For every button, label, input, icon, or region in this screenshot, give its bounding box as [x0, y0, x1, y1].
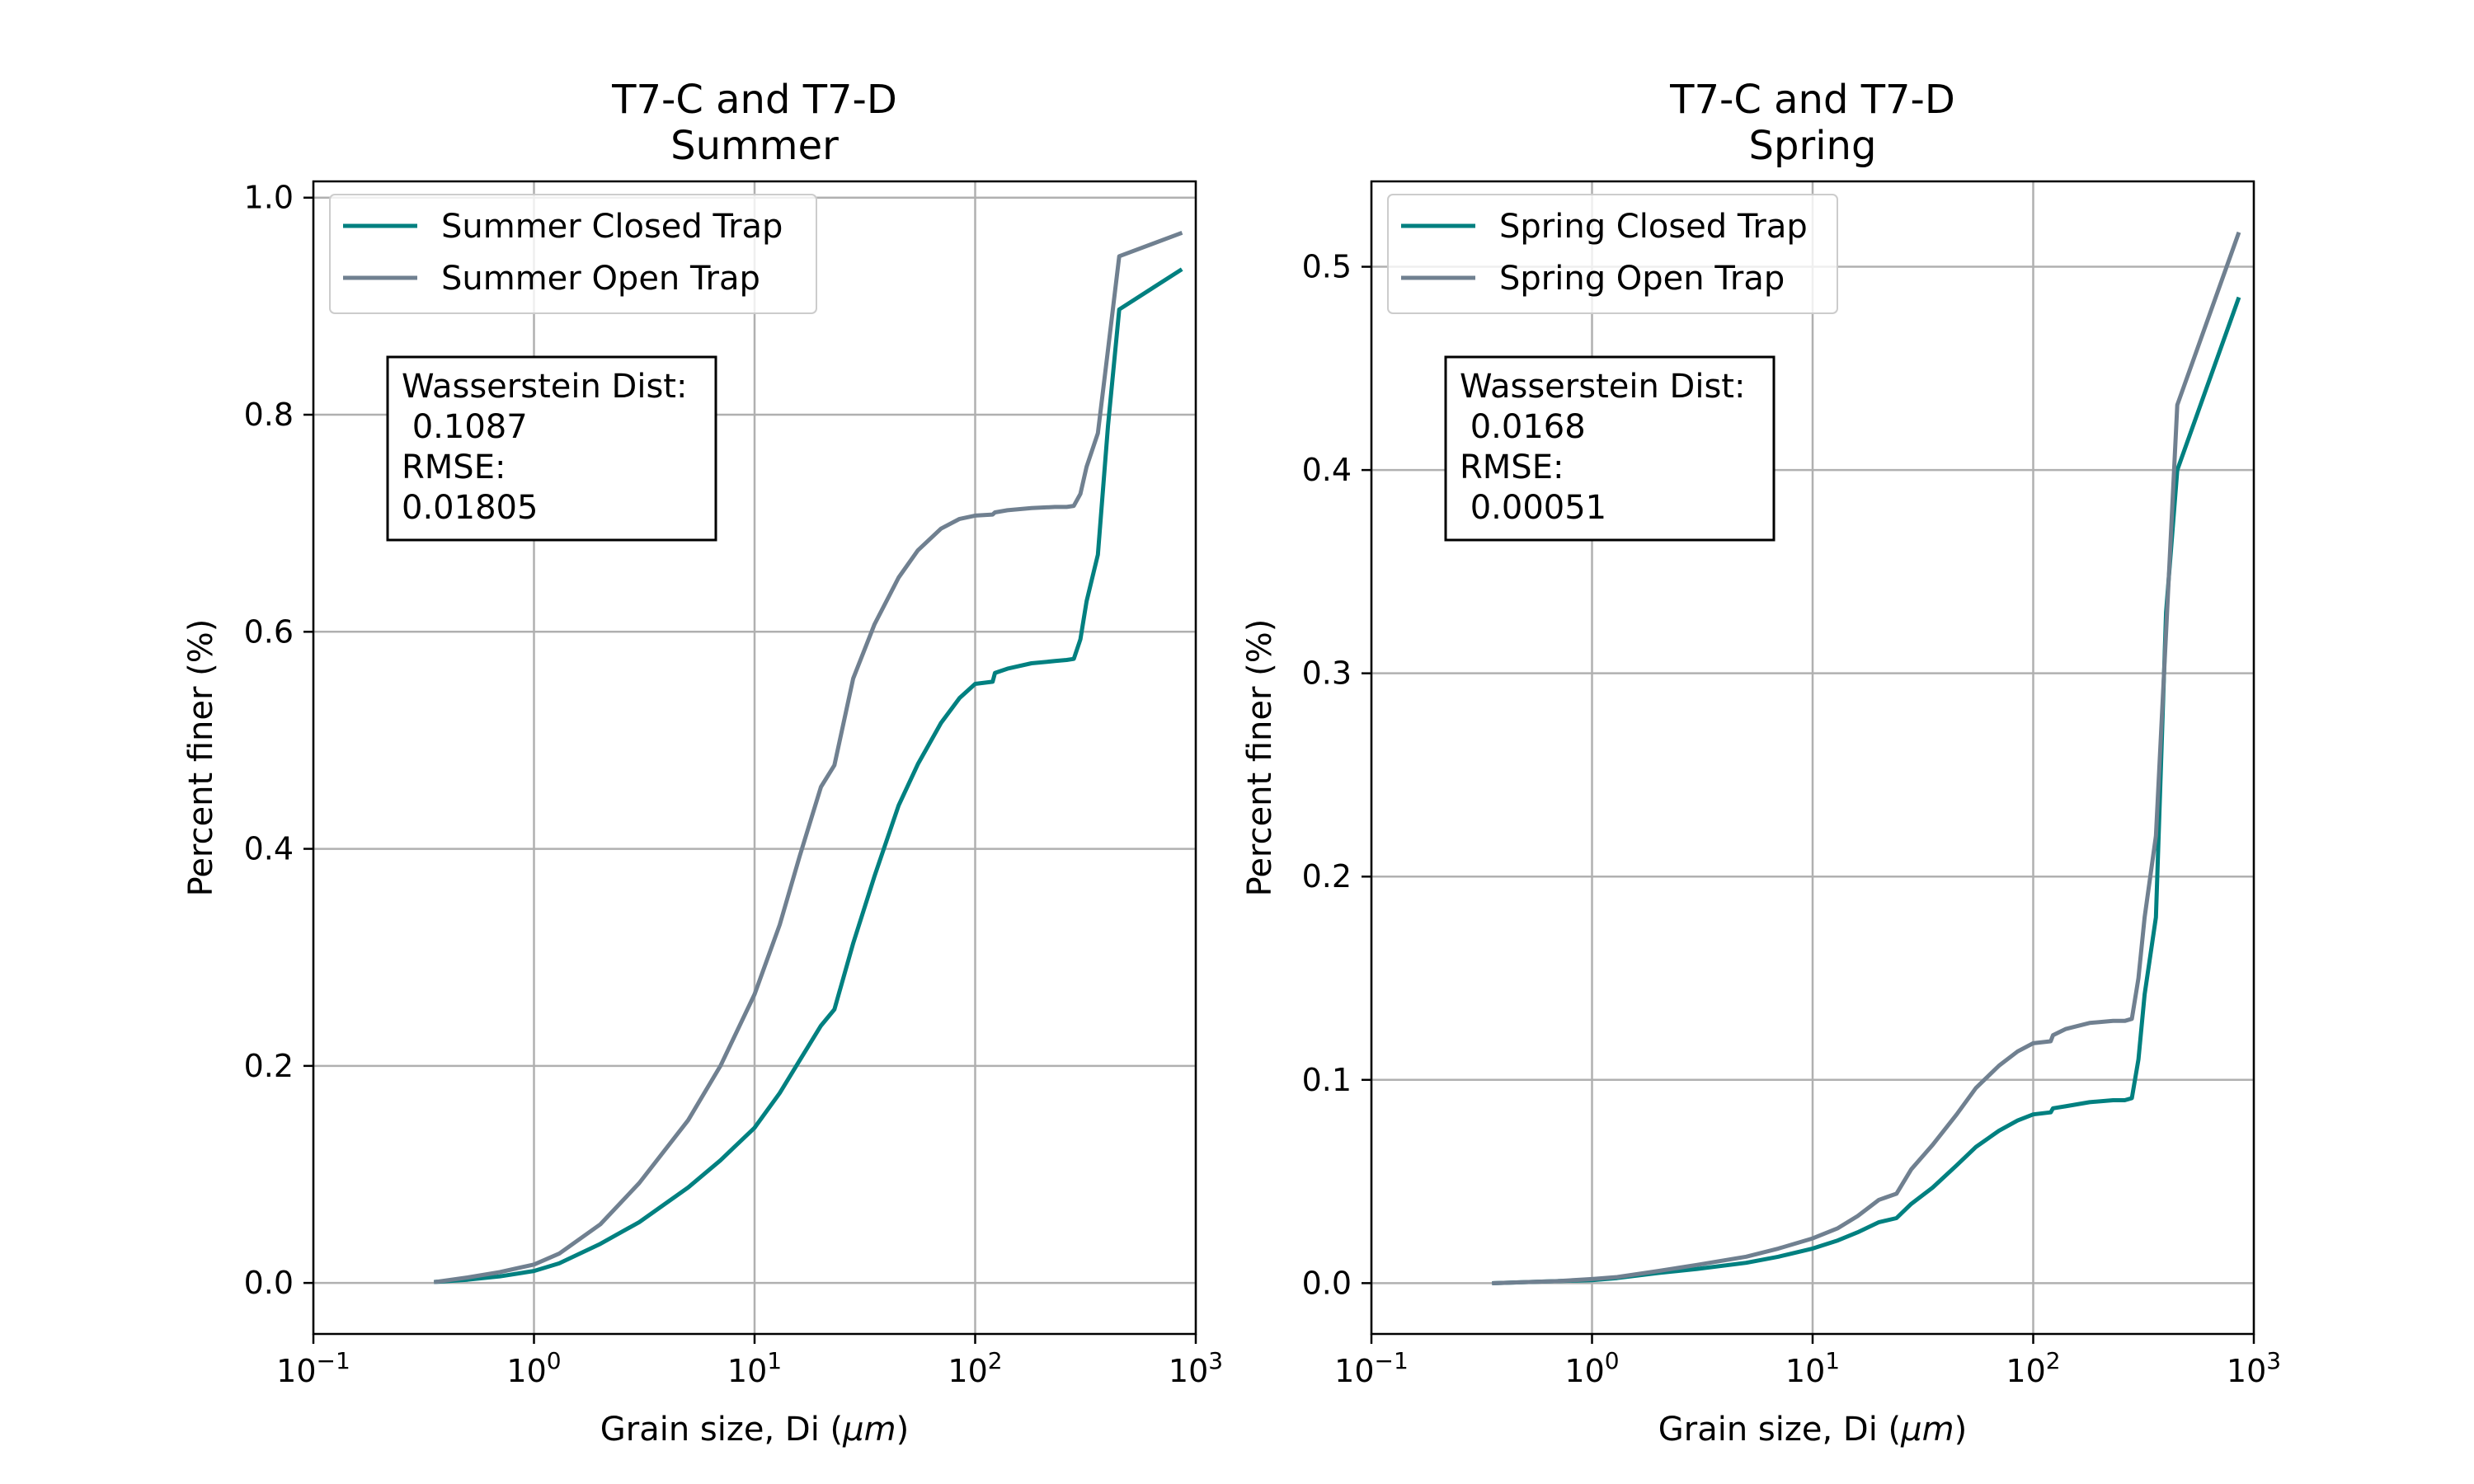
- y-tick-label: 0.0: [244, 1265, 294, 1301]
- wasserstein-value: 0.1087: [402, 408, 528, 446]
- legend-box: [1387, 194, 1838, 314]
- y-tick-label: 1.0: [244, 180, 294, 216]
- y-tick-label: 0.5: [1302, 249, 1352, 285]
- x-ticks: 10−1 100 101 102 103: [1334, 1334, 2281, 1389]
- legend: Summer Closed Trap Summer Open Trap: [329, 194, 817, 314]
- x-tick-label: 102: [2006, 1347, 2060, 1389]
- y-tick-label: 0.2: [244, 1048, 294, 1084]
- rmse-label: RMSE:: [402, 448, 506, 486]
- annotation-box: [1444, 355, 1776, 542]
- rmse-value: 0.01805: [402, 489, 538, 527]
- x-ticks: 10−1 100 101 102 103: [276, 1334, 1223, 1389]
- y-axis-label: Percent finer (%): [1241, 619, 1279, 897]
- y-tick-label: 0.4: [1302, 452, 1352, 488]
- wasserstein-label: Wasserstein Dist:: [402, 368, 687, 406]
- legend: Spring Closed Trap Spring Open Trap: [1387, 194, 1838, 314]
- series-line-spring-open-trap: [1492, 231, 2241, 1285]
- x-tick-label: 100: [1564, 1347, 1619, 1389]
- x-tick-label: 10−1: [1334, 1347, 1409, 1389]
- metrics-annotation: Wasserstein Dist: 0.0168 RMSE: 0.00051: [1444, 355, 1776, 542]
- chart-spring: T7-C and T7-D Spring 10−1 100 101 102 103 0.…: [1241, 77, 2281, 1449]
- legend-label-spring-closed: Spring Closed Trap: [1499, 208, 1808, 246]
- y-ticks: 0.0 0.2 0.4 0.6 0.8 1.0: [244, 180, 313, 1301]
- x-tick-label: 103: [1169, 1347, 1223, 1389]
- legend-label-spring-open: Spring Open Trap: [1499, 260, 1785, 298]
- wasserstein-value: 0.0168: [1460, 408, 1586, 446]
- series-line-summer-open-trap: [433, 230, 1183, 1284]
- y-tick-label: 0.2: [1302, 858, 1352, 895]
- x-axis-label: Grain size, Di (μm): [1658, 1411, 1967, 1449]
- y-ticks: 0.0 0.1 0.2 0.3 0.4 0.5: [1302, 249, 1371, 1301]
- rmse-label: RMSE:: [1460, 448, 1564, 486]
- x-tick-label: 100: [506, 1347, 561, 1389]
- x-tick-label: 103: [2227, 1347, 2281, 1389]
- y-tick-label: 0.8: [244, 397, 294, 433]
- x-tick-label: 101: [727, 1347, 782, 1389]
- y-tick-label: 0.3: [1302, 655, 1352, 692]
- y-tick-label: 0.1: [1302, 1062, 1352, 1098]
- chart-subtitle: Summer: [670, 123, 839, 169]
- y-axis-label: Percent finer (%): [182, 619, 220, 897]
- wasserstein-label: Wasserstein Dist:: [1460, 368, 1745, 406]
- x-axis-label: Grain size, Di (μm): [600, 1411, 909, 1449]
- annotation-box: [386, 355, 717, 542]
- y-tick-label: 0.0: [1302, 1265, 1352, 1301]
- chart-summer: T7-C and T7-D Summer 10−1 100 101 102 103 0.…: [182, 77, 1223, 1449]
- legend-label-summer-open: Summer Open Trap: [441, 260, 760, 298]
- chart-title: T7-C and T7-D: [611, 77, 897, 123]
- x-tick-label: 102: [948, 1347, 1002, 1389]
- y-tick-label: 0.4: [244, 831, 294, 867]
- chart-subtitle: Spring: [1749, 123, 1877, 169]
- legend-label-summer-closed: Summer Closed Trap: [441, 208, 783, 246]
- series-lines: [433, 230, 1183, 1284]
- chart-title: T7-C and T7-D: [1669, 77, 1955, 123]
- series-line-summer-closed-trap: [434, 267, 1183, 1284]
- metrics-annotation: Wasserstein Dist: 0.1087 RMSE: 0.01805: [386, 355, 717, 542]
- rmse-value: 0.00051: [1460, 489, 1606, 527]
- series-lines: [1492, 231, 2241, 1285]
- y-tick-label: 0.6: [244, 613, 294, 650]
- x-tick-label: 101: [1785, 1347, 1840, 1389]
- legend-box: [329, 194, 817, 314]
- x-tick-label: 10−1: [276, 1347, 350, 1389]
- series-line-spring-closed-trap: [1492, 296, 2241, 1285]
